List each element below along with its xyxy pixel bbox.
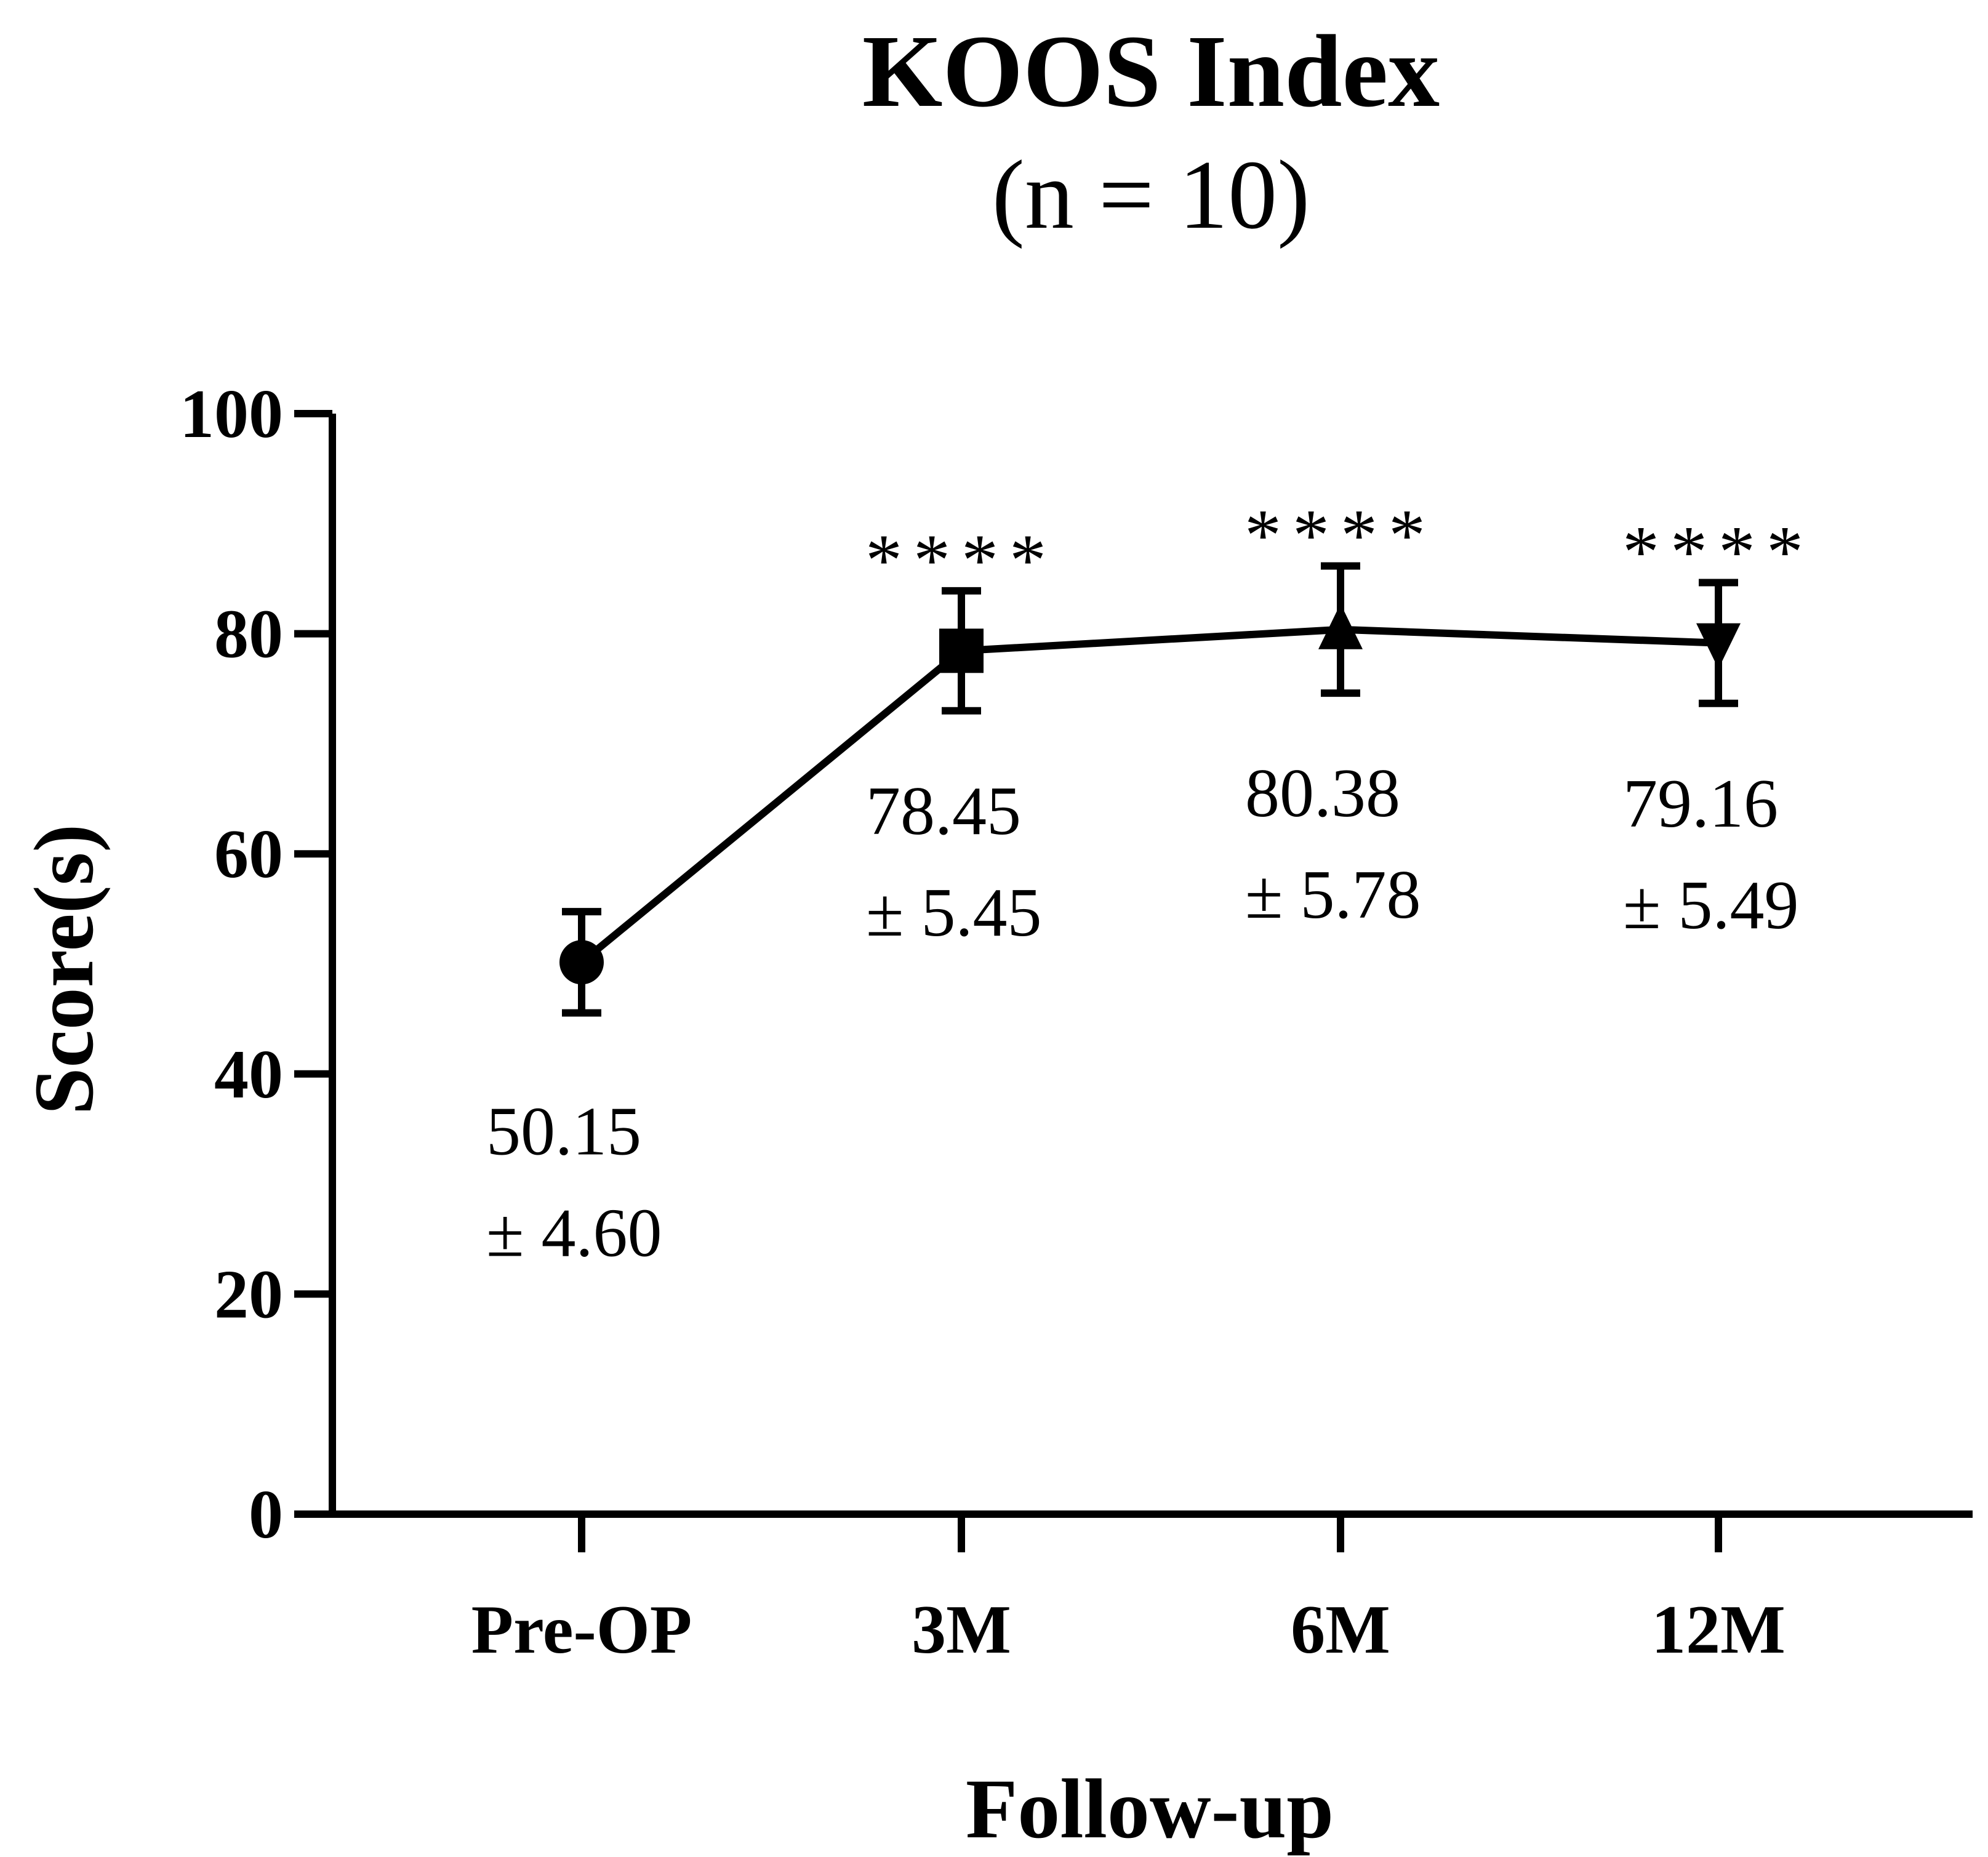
data-point-0 <box>559 940 604 985</box>
value-label-2: 80.38 <box>1245 755 1400 832</box>
value-label-1: 78.45 <box>866 773 1021 849</box>
x-tick-label-1: 3M <box>912 1592 1011 1668</box>
x-tick-label-2: 6M <box>1291 1592 1390 1668</box>
y-tick-label-40: 40 <box>214 1037 283 1113</box>
chart-subtitle: (n = 10) <box>992 140 1310 249</box>
data-point-2 <box>1318 603 1363 649</box>
value-label-3: 79.16 <box>1623 766 1778 842</box>
plot-area: 0 20 40 60 80 100 Pre-OP 3M 6M 12M **** **** **** 50.… <box>180 376 1973 1668</box>
error-label-0: ± 4.60 <box>486 1195 662 1272</box>
x-tick-label-3: 12M <box>1651 1592 1786 1668</box>
series-line <box>579 625 1719 965</box>
y-tick-label-80: 80 <box>214 596 283 673</box>
error-label-1: ± 5.45 <box>866 875 1041 951</box>
y-axis-label: Score(s) <box>17 824 111 1115</box>
data-point-3 <box>1696 623 1741 669</box>
x-axis-label: Follow-up <box>966 1762 1334 1856</box>
significance-label-2: **** <box>1245 494 1437 576</box>
x-tick-label-0: Pre-OP <box>471 1592 692 1668</box>
chart-title: KOOS Index <box>862 14 1440 129</box>
error-label-2: ± 5.78 <box>1245 857 1421 933</box>
data-point-1 <box>939 628 984 673</box>
y-tick-label-0: 0 <box>249 1477 283 1553</box>
error-label-3: ± 5.49 <box>1623 867 1798 944</box>
significance-label-3: **** <box>1622 510 1814 592</box>
significance-label-1: **** <box>865 519 1057 601</box>
y-tick-label-100: 100 <box>180 376 283 452</box>
y-tick-label-60: 60 <box>214 816 283 892</box>
value-label-0: 50.15 <box>486 1094 641 1170</box>
y-tick-label-20: 20 <box>214 1256 283 1333</box>
